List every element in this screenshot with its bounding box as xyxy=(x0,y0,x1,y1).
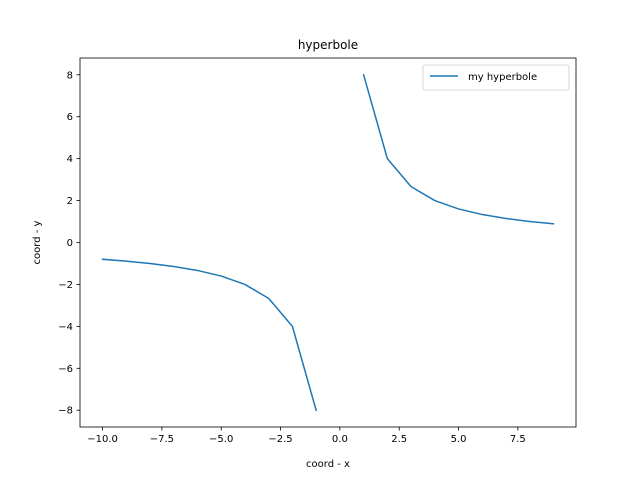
x-tick-label: 5.0 xyxy=(451,434,467,445)
plot-lines xyxy=(101,73,555,412)
y-tick-label: 6 xyxy=(67,112,73,123)
chart-title: hyperbole xyxy=(298,38,358,52)
y-tick-label: −4 xyxy=(58,322,73,333)
x-axis-ticks: −10.0 −7.5 −5.0 −2.5 0.0 2.5 5.0 7.5 xyxy=(87,427,526,445)
y-tick-label: 8 xyxy=(67,70,73,81)
x-tick-label: 0.0 xyxy=(332,434,348,445)
x-tick-label: −2.5 xyxy=(268,434,292,445)
x-tick-label: 7.5 xyxy=(510,434,526,445)
y-tick-label: 0 xyxy=(67,238,73,249)
y-tick-label: 4 xyxy=(67,154,73,165)
x-tick-label: −7.5 xyxy=(150,434,174,445)
y-tick-label: 2 xyxy=(67,196,73,207)
legend-label: my hyperbole xyxy=(468,72,537,83)
y-tick-label: −6 xyxy=(58,364,73,375)
y-axis-label: coord - y xyxy=(32,220,43,264)
y-tick-label: −2 xyxy=(58,280,73,291)
y-axis-ticks: −8 −6 −4 −2 0 2 4 6 8 xyxy=(58,70,80,417)
x-tick-label: −10.0 xyxy=(87,434,118,445)
x-tick-label: −5.0 xyxy=(209,434,233,445)
y-tick-label: −8 xyxy=(58,406,73,417)
x-tick-label: 2.5 xyxy=(391,434,407,445)
legend: my hyperbole xyxy=(422,64,570,91)
series-line-segment-1 xyxy=(101,258,318,412)
x-axis-label: coord - x xyxy=(306,459,350,470)
series-line-segment-2 xyxy=(362,73,555,225)
legend-box xyxy=(422,64,570,91)
